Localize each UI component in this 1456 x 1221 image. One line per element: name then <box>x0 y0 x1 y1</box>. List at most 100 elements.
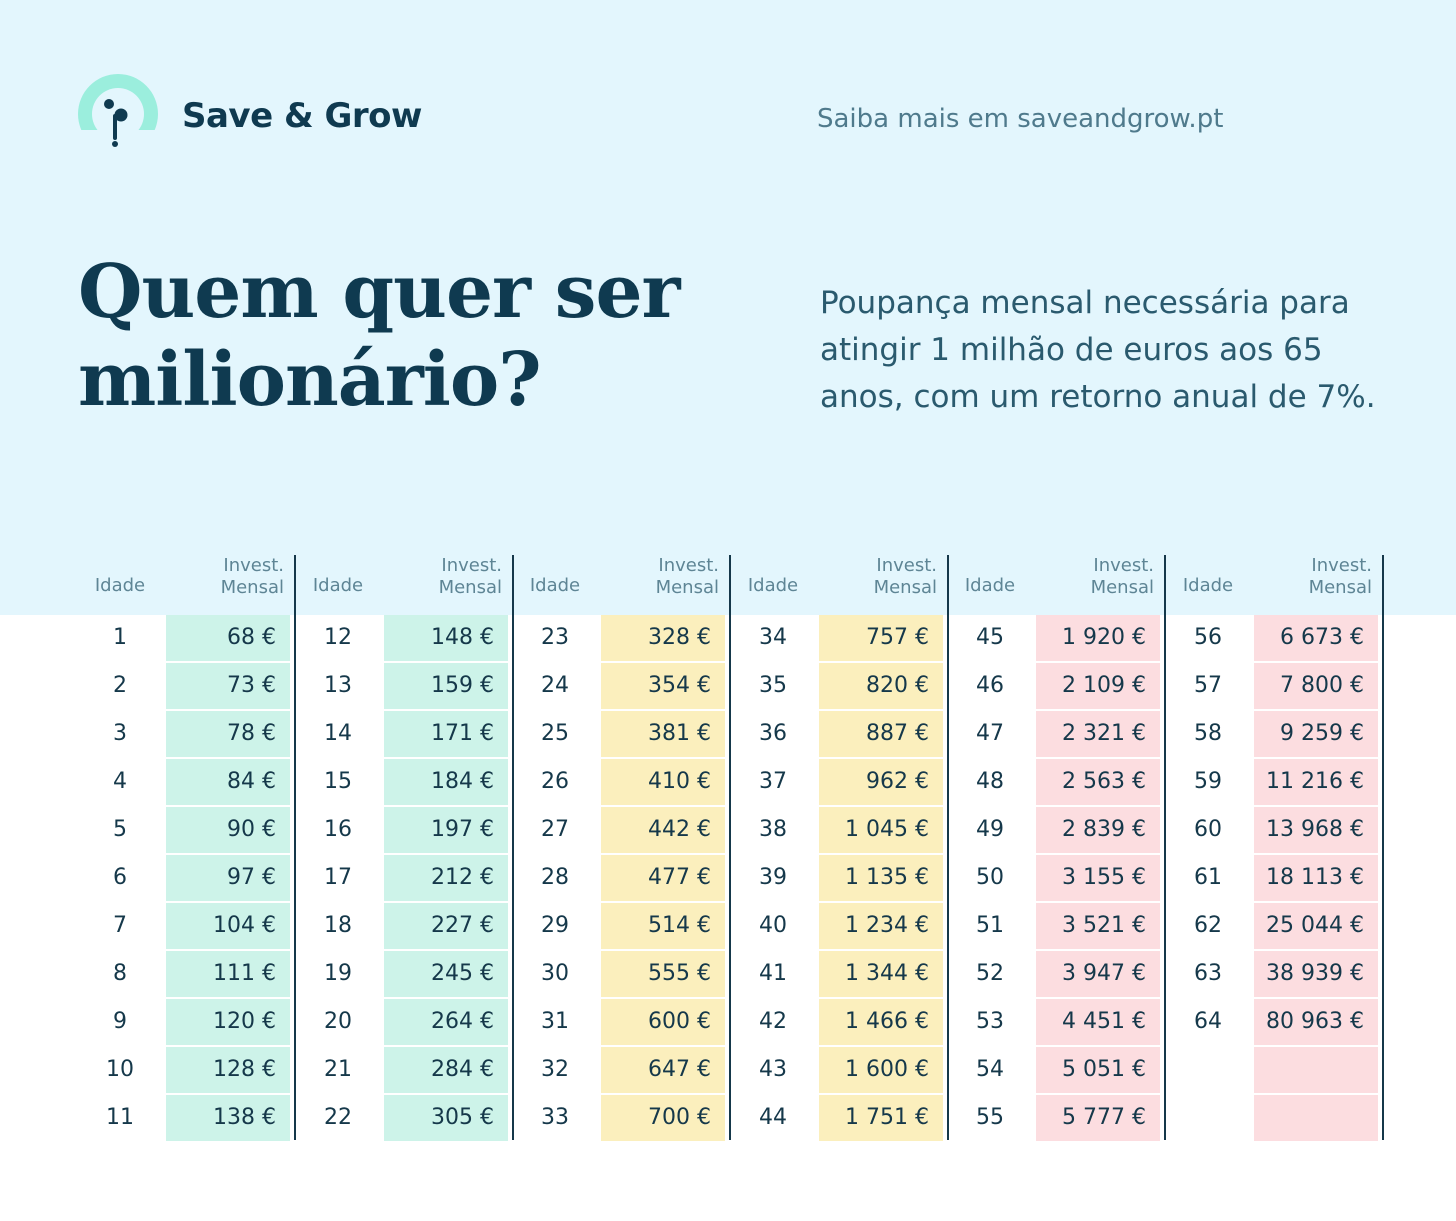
invest-cell: 227 € <box>384 903 508 949</box>
invest-cell: 104 € <box>166 903 290 949</box>
table-row: 14 171 € <box>296 711 512 757</box>
header-invest-line: Mensal <box>655 577 719 598</box>
column-divider <box>947 555 949 1140</box>
invest-cell: 328 € <box>601 615 725 661</box>
table-row: 46 2 109 € <box>948 663 1164 709</box>
invest-cell: 2 109 € <box>1036 663 1160 709</box>
invest-value: 284 € <box>431 1057 494 1082</box>
age-cell: 50 <box>976 865 1004 890</box>
invest-cell: 245 € <box>384 951 508 997</box>
page-title-line-1: Quem quer ser <box>78 249 681 335</box>
age-cell: 25 <box>541 721 569 746</box>
age-cell: 56 <box>1194 625 1222 650</box>
table-row: 32 647 € <box>513 1047 729 1093</box>
table-row <box>1166 1047 1382 1093</box>
age-cell: 1 <box>113 625 127 650</box>
invest-cell: 197 € <box>384 807 508 853</box>
table-row: 58 9 259 € <box>1166 711 1382 757</box>
invest-value: 1 600 € <box>845 1057 929 1082</box>
invest-value: 442 € <box>648 817 711 842</box>
invest-value: 3 155 € <box>1062 865 1146 890</box>
age-cell: 28 <box>541 865 569 890</box>
age-cell <box>1166 1047 1250 1093</box>
invest-value: 757 € <box>866 625 929 650</box>
table-row: 3 78 € <box>78 711 294 757</box>
invest-cell: 159 € <box>384 663 508 709</box>
invest-cell: 4 451 € <box>1036 999 1160 1045</box>
table-row: 10 128 € <box>78 1047 294 1093</box>
table-row: 34 757 € <box>731 615 947 661</box>
table-row: 29 514 € <box>513 903 729 949</box>
age-cell: 10 <box>106 1057 134 1082</box>
invest-cell: 887 € <box>819 711 943 757</box>
invest-value: 410 € <box>648 769 711 794</box>
invest-cell: 284 € <box>384 1047 508 1093</box>
invest-value: 104 € <box>213 913 276 938</box>
invest-cell: 381 € <box>601 711 725 757</box>
age-cell: 24 <box>541 673 569 698</box>
invest-value: 227 € <box>431 913 494 938</box>
invest-cell: 38 939 € <box>1254 951 1378 997</box>
header-invest-mensal: Invest. Mensal <box>656 555 719 599</box>
invest-value: 138 € <box>213 1105 276 1130</box>
invest-cell: 1 135 € <box>819 855 943 901</box>
table-column-group: Idade Invest. Mensal 56 6 673 € 57 7 800 € 58 9 … <box>1166 555 1384 1141</box>
age-cell: 8 <box>113 961 127 986</box>
table-row: 38 1 045 € <box>731 807 947 853</box>
invest-cell <box>1254 1047 1378 1093</box>
invest-cell: 820 € <box>819 663 943 709</box>
invest-value: 68 € <box>227 625 276 650</box>
age-cell: 55 <box>976 1105 1004 1130</box>
invest-cell: 1 234 € <box>819 903 943 949</box>
age-cell: 31 <box>541 1009 569 1034</box>
table-row: 6 97 € <box>78 855 294 901</box>
age-cell: 2 <box>113 673 127 698</box>
table-row: 27 442 € <box>513 807 729 853</box>
header-invest-mensal: Invest. Mensal <box>1309 555 1372 599</box>
invest-cell: 90 € <box>166 807 290 853</box>
table-row: 33 700 € <box>513 1095 729 1141</box>
invest-value: 13 968 € <box>1266 817 1364 842</box>
age-cell: 20 <box>324 1009 352 1034</box>
table-row: 42 1 466 € <box>731 999 947 1045</box>
invest-value: 25 044 € <box>1266 913 1364 938</box>
table-row: 25 381 € <box>513 711 729 757</box>
table-row: 43 1 600 € <box>731 1047 947 1093</box>
website-link[interactable]: Saiba mais em saveandgrow.pt <box>817 104 1224 134</box>
invest-value: 2 321 € <box>1062 721 1146 746</box>
invest-cell: 68 € <box>166 615 290 661</box>
invest-value: 111 € <box>213 961 276 986</box>
invest-value: 1 466 € <box>845 1009 929 1034</box>
invest-cell: 264 € <box>384 999 508 1045</box>
age-cell: 21 <box>324 1057 352 1082</box>
invest-value: 6 673 € <box>1280 625 1364 650</box>
invest-cell: 7 800 € <box>1254 663 1378 709</box>
table-row: 56 6 673 € <box>1166 615 1382 661</box>
invest-value: 84 € <box>227 769 276 794</box>
invest-cell: 25 044 € <box>1254 903 1378 949</box>
header-idade: Idade <box>529 575 581 596</box>
invest-cell: 700 € <box>601 1095 725 1141</box>
invest-cell: 1 344 € <box>819 951 943 997</box>
invest-value: 212 € <box>431 865 494 890</box>
table-row: 44 1 751 € <box>731 1095 947 1141</box>
age-cell: 60 <box>1194 817 1222 842</box>
invest-value: 477 € <box>648 865 711 890</box>
invest-value: 18 113 € <box>1266 865 1364 890</box>
age-cell: 54 <box>976 1057 1004 1082</box>
invest-cell: 514 € <box>601 903 725 949</box>
invest-cell: 128 € <box>166 1047 290 1093</box>
invest-value: 120 € <box>213 1009 276 1034</box>
invest-value: 600 € <box>648 1009 711 1034</box>
column-divider <box>729 555 731 1140</box>
invest-cell: 5 051 € <box>1036 1047 1160 1093</box>
invest-value: 38 939 € <box>1266 961 1364 986</box>
table-row: 35 820 € <box>731 663 947 709</box>
invest-cell: 148 € <box>384 615 508 661</box>
invest-cell: 6 673 € <box>1254 615 1378 661</box>
age-cell: 32 <box>541 1057 569 1082</box>
invest-value: 887 € <box>866 721 929 746</box>
table-column-group: Idade Invest. Mensal 12 148 €13 159 €14 171 €1… <box>296 555 514 1141</box>
table-column-group: Idade Invest. Mensal 23 328 €24 354 €25 381 €2… <box>513 555 731 1141</box>
table-row: 62 25 044 € <box>1166 903 1382 949</box>
